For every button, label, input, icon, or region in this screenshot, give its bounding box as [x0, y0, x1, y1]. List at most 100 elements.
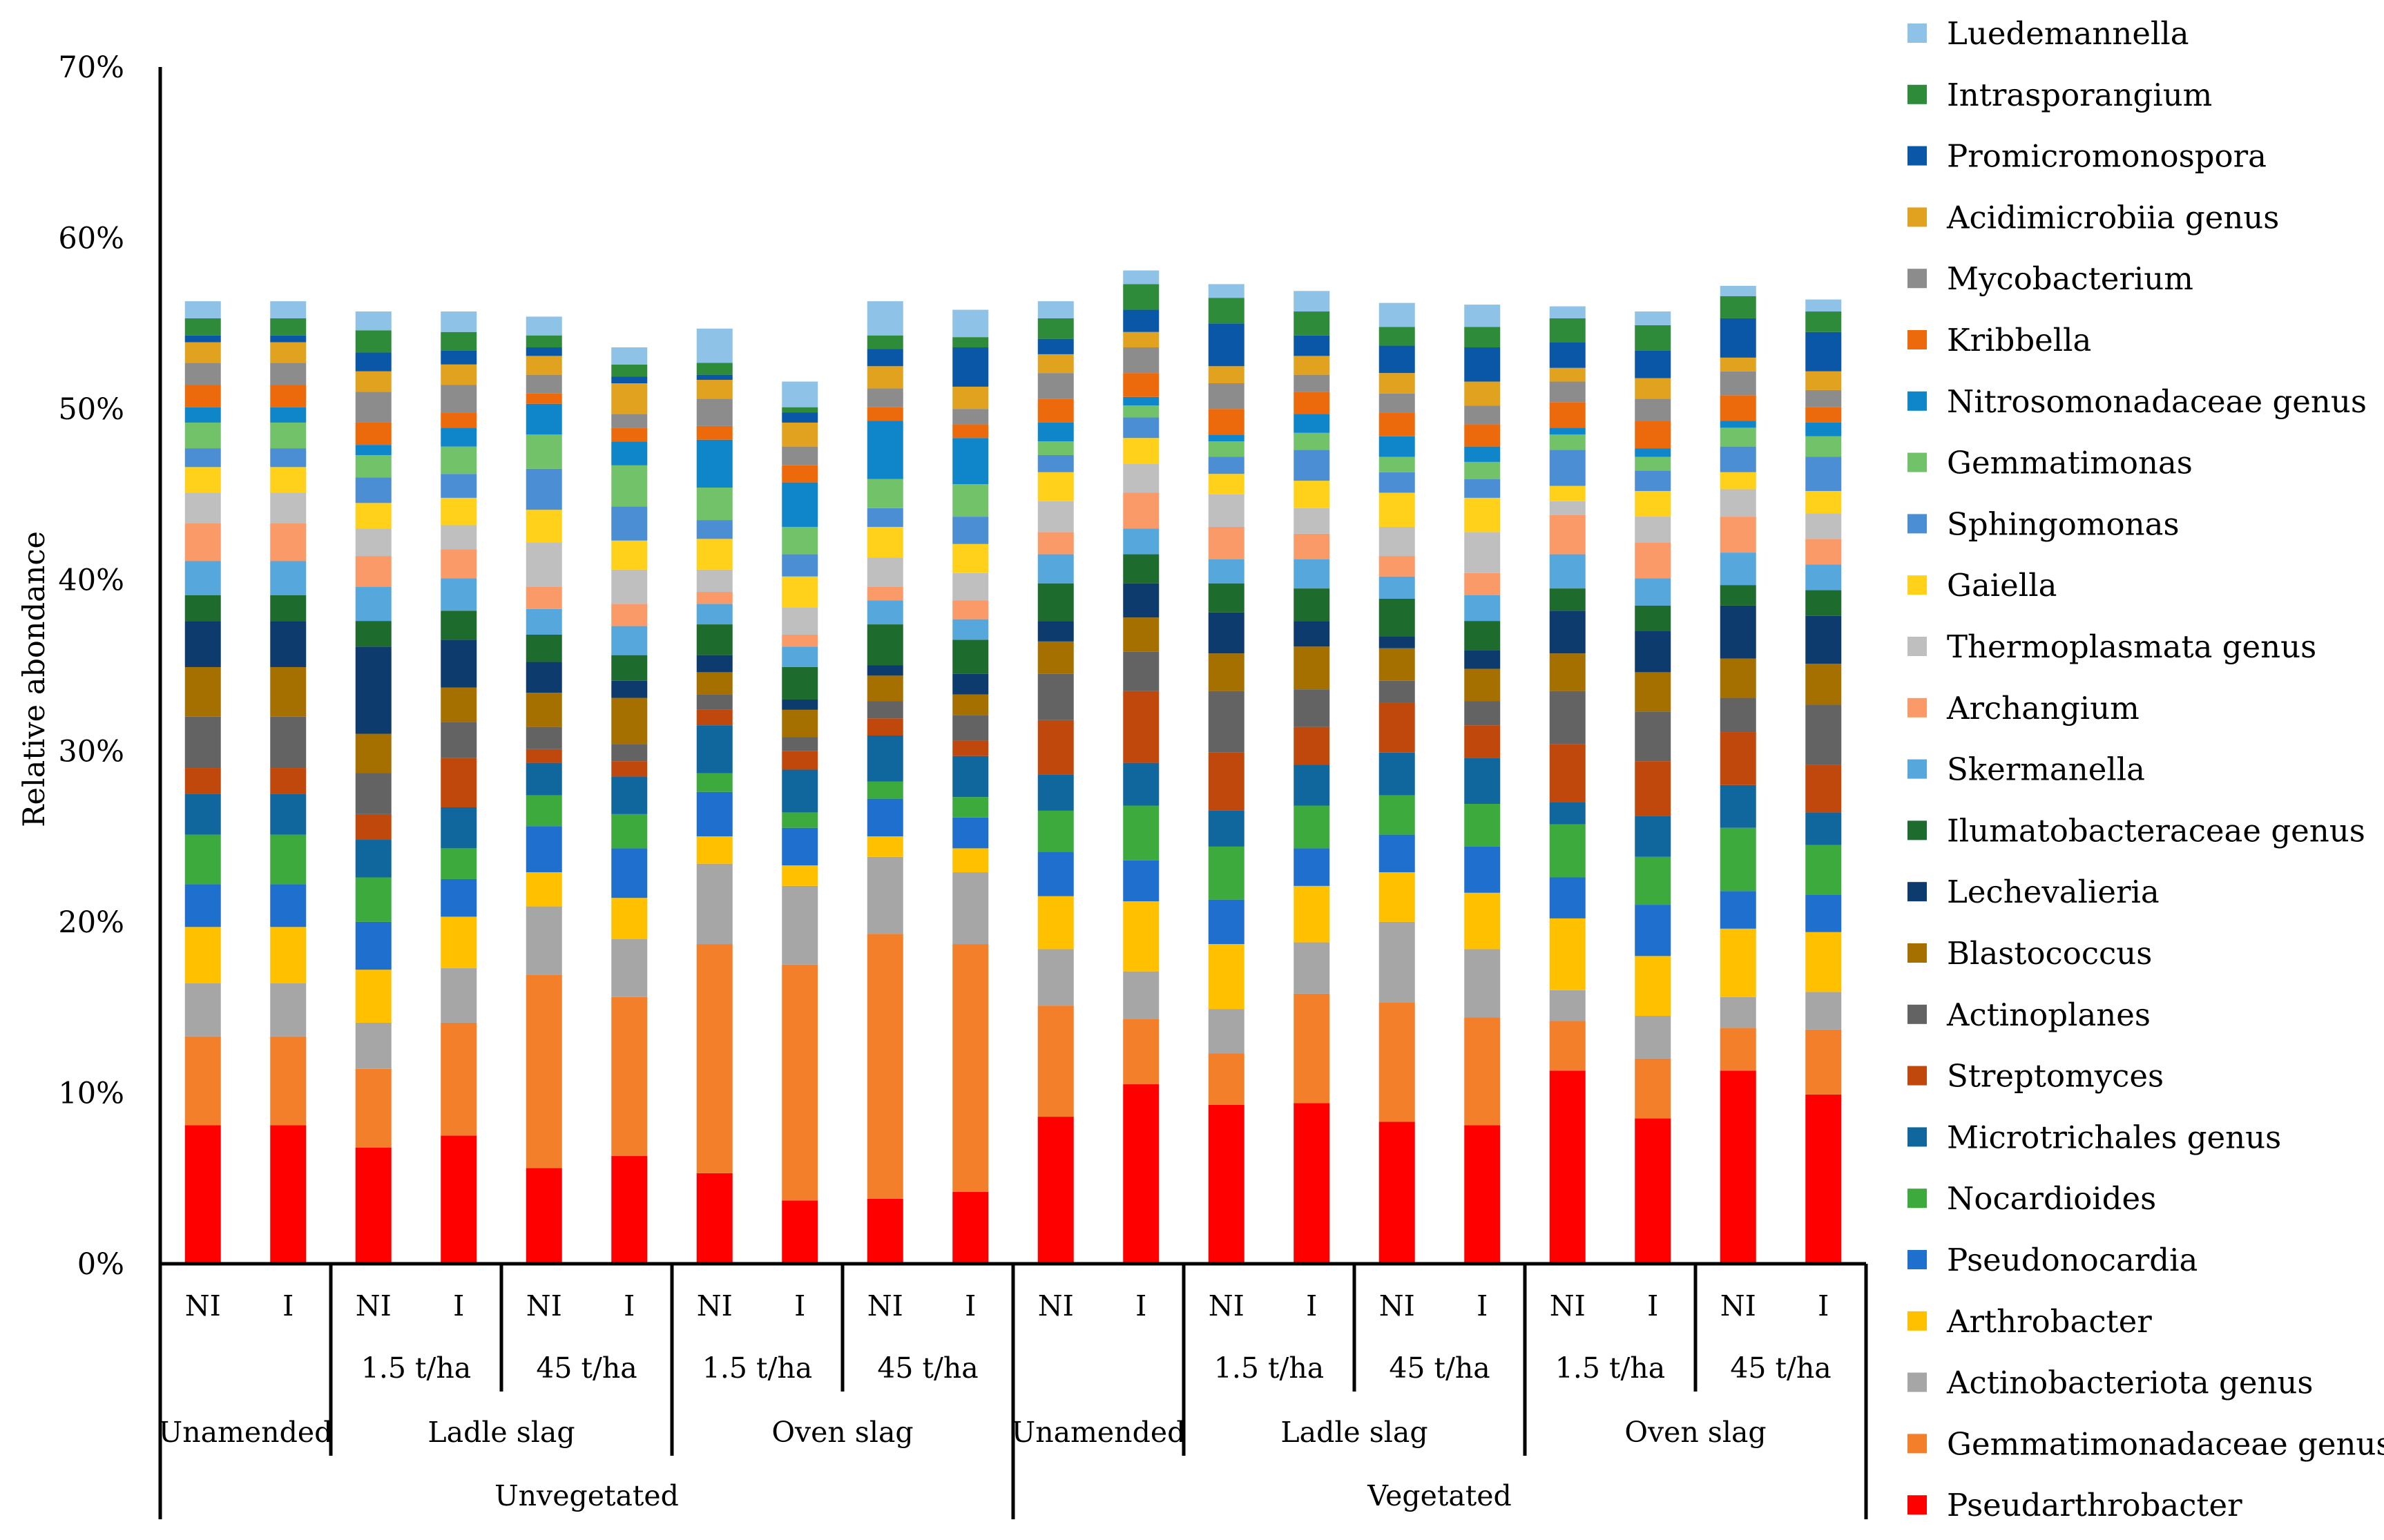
legend-swatch [1907, 759, 1927, 779]
bar-label: NI [1379, 1289, 1415, 1322]
bar-segment-ilumatobacteraceae-genus [611, 655, 648, 681]
bar-segment-gemmatimonadaceae-genus [782, 964, 818, 1201]
bar-segment-actinoplanes [1208, 691, 1244, 753]
legend-entry: Arthrobacter [1946, 1303, 2152, 1340]
bar-segment-pseudonocardia [1549, 877, 1586, 918]
bar-segment-luedemannella [1378, 302, 1415, 327]
bar-segment-luedemannella [184, 301, 221, 318]
bar-segment-streptomyces [782, 751, 818, 770]
bar-segment-skermanella [270, 561, 307, 595]
bar-segment-actinobacteriota-genus [696, 863, 733, 945]
group-label: Unamended [1012, 1416, 1186, 1449]
bar-segment-actinobacteriota-genus [1805, 992, 1842, 1030]
bar-segment-luedemannella [1208, 284, 1244, 298]
bar-segment-arthrobacter [1294, 885, 1330, 943]
bar-segment-intrasporangium [1378, 327, 1415, 346]
legend-swatch [1907, 1188, 1927, 1209]
bar-segment-luedemannella [1720, 285, 1756, 296]
bar-segment-skermanella [1549, 554, 1586, 589]
bar-segment-thermoplasmata-genus [1208, 494, 1244, 527]
bar-segment-thermoplasmata-genus [952, 572, 989, 601]
bar-segment-gaiella [696, 539, 733, 570]
bar-segment-pseudarthrobacter [611, 1156, 648, 1264]
legend-entry: Mycobacterium [1947, 260, 2193, 297]
bar-segment-skermanella [1037, 554, 1074, 584]
bar-segment-thermoplasmata-genus [1464, 532, 1501, 573]
bar-segment-gaiella [1208, 474, 1244, 494]
bar-segment-gemmatimonas [1464, 461, 1501, 479]
bar-segment-lechevalieria [1549, 610, 1586, 654]
bar-segment-gemmatimonas [355, 454, 392, 478]
legend-entry: Ilumatobacteraceae genus [1947, 812, 2365, 849]
bar-segment-actinoplanes [1549, 691, 1586, 744]
bar-segment-blastococcus [1037, 641, 1074, 674]
bar-segment-ilumatobacteraceae-genus [782, 666, 818, 700]
bar-segment-arthrobacter [1635, 956, 1671, 1017]
bar-segment-lechevalieria [1208, 612, 1244, 654]
legend-entry: Skermanella [1947, 751, 2145, 788]
bar-segment-sphingomonas [1294, 450, 1330, 481]
bar-segment-ilumatobacteraceae-genus [441, 610, 477, 640]
bar-segment-kribbella [1294, 392, 1330, 414]
bar-segment-actinobacteriota-genus [526, 906, 562, 975]
bar-segment-arthrobacter [611, 898, 648, 939]
bar-segment-blastococcus [1294, 646, 1330, 690]
legend-swatch [1907, 637, 1927, 656]
bar-segment-sphingomonas [1549, 450, 1586, 486]
bar-segment-gaiella [441, 497, 477, 526]
bar-segment-gaiella [184, 467, 221, 493]
legend: Luedemannella Intrasporangium Promicromono… [1907, 15, 2384, 1523]
bar-segment-acidimicrobiia-genus [1378, 373, 1415, 394]
group-label: Vegetated [1367, 1479, 1512, 1512]
y-axis-title: Relative abondance [17, 531, 52, 827]
legend-entry: Archangium [1946, 690, 2140, 726]
group-label: Oven slag [771, 1416, 913, 1449]
bar-label: I [1135, 1289, 1146, 1322]
bar-segment-microtrichales-genus [1720, 785, 1756, 828]
bar-label: NI [1550, 1289, 1586, 1322]
legend-entry: Intrasporangium [1947, 77, 2212, 113]
bar-segment-kribbella [1549, 402, 1586, 428]
bar-segment-sphingomonas [867, 508, 903, 527]
group-label: Unvegetated [494, 1479, 679, 1512]
bar-segment-kribbella [782, 465, 818, 483]
bar-segment-nitrosomonadaceae-genus [696, 439, 733, 488]
bar-segment-actinoplanes [1378, 680, 1415, 703]
bar-segment-promicromonospora [611, 376, 648, 384]
bar-segment-gemmatimonadaceae-genus [1720, 1028, 1756, 1071]
bar-segment-promicromonospora [1464, 347, 1501, 382]
bar-segment-kribbella [696, 425, 733, 440]
bar-segment-streptomyces [696, 709, 733, 726]
bar-segment-actinobacteriota-genus [1464, 949, 1501, 1018]
bar-segment-lechevalieria [1378, 636, 1415, 648]
bar-segment-actinoplanes [952, 715, 989, 741]
bar-segment-gemmatimonas [526, 434, 562, 469]
y-tick-label: 0% [77, 1247, 124, 1282]
bar-segment-arthrobacter [867, 836, 903, 857]
bar-segment-intrasporangium [1294, 311, 1330, 336]
bar-segment-pseudonocardia [1037, 851, 1074, 896]
bar-segment-acidimicrobiia-genus [1208, 366, 1244, 384]
bar-segment-acidimicrobiia-genus [355, 371, 392, 392]
bar-segment-thermoplasmata-genus [1294, 508, 1330, 534]
y-tick-label: 30% [58, 734, 124, 769]
bar-segment-microtrichales-genus [1464, 758, 1501, 805]
bar-segment-ilumatobacteraceae-genus [1805, 590, 1842, 616]
bar-segment-ilumatobacteraceae-genus [867, 624, 903, 666]
bar-segment-gemmatimonas [1720, 427, 1756, 447]
bar-segment-luedemannella [1549, 306, 1586, 318]
legend-entry: Kribbella [1947, 322, 2091, 358]
legend-entry: Nitrosomonadaceae genus [1947, 383, 2367, 420]
bar-segment-sphingomonas [696, 520, 733, 539]
group-label: 1.5 t/ha [361, 1351, 471, 1385]
bar-segment-mycobacterium [1037, 373, 1074, 399]
bar-segment-intrasporangium [696, 363, 733, 375]
legend-entry: Actinobacteriota genus [1946, 1365, 2314, 1401]
bar-segment-gemmatimonadaceae-genus [952, 944, 989, 1193]
bar-segment-promicromonospora [1378, 345, 1415, 374]
bar-segment-ilumatobacteraceae-genus [270, 595, 307, 622]
bar-segment-archangium [441, 549, 477, 579]
bar-segment-nitrosomonadaceae-genus [611, 441, 648, 465]
bar-segment-actinobacteriota-genus [270, 983, 307, 1037]
